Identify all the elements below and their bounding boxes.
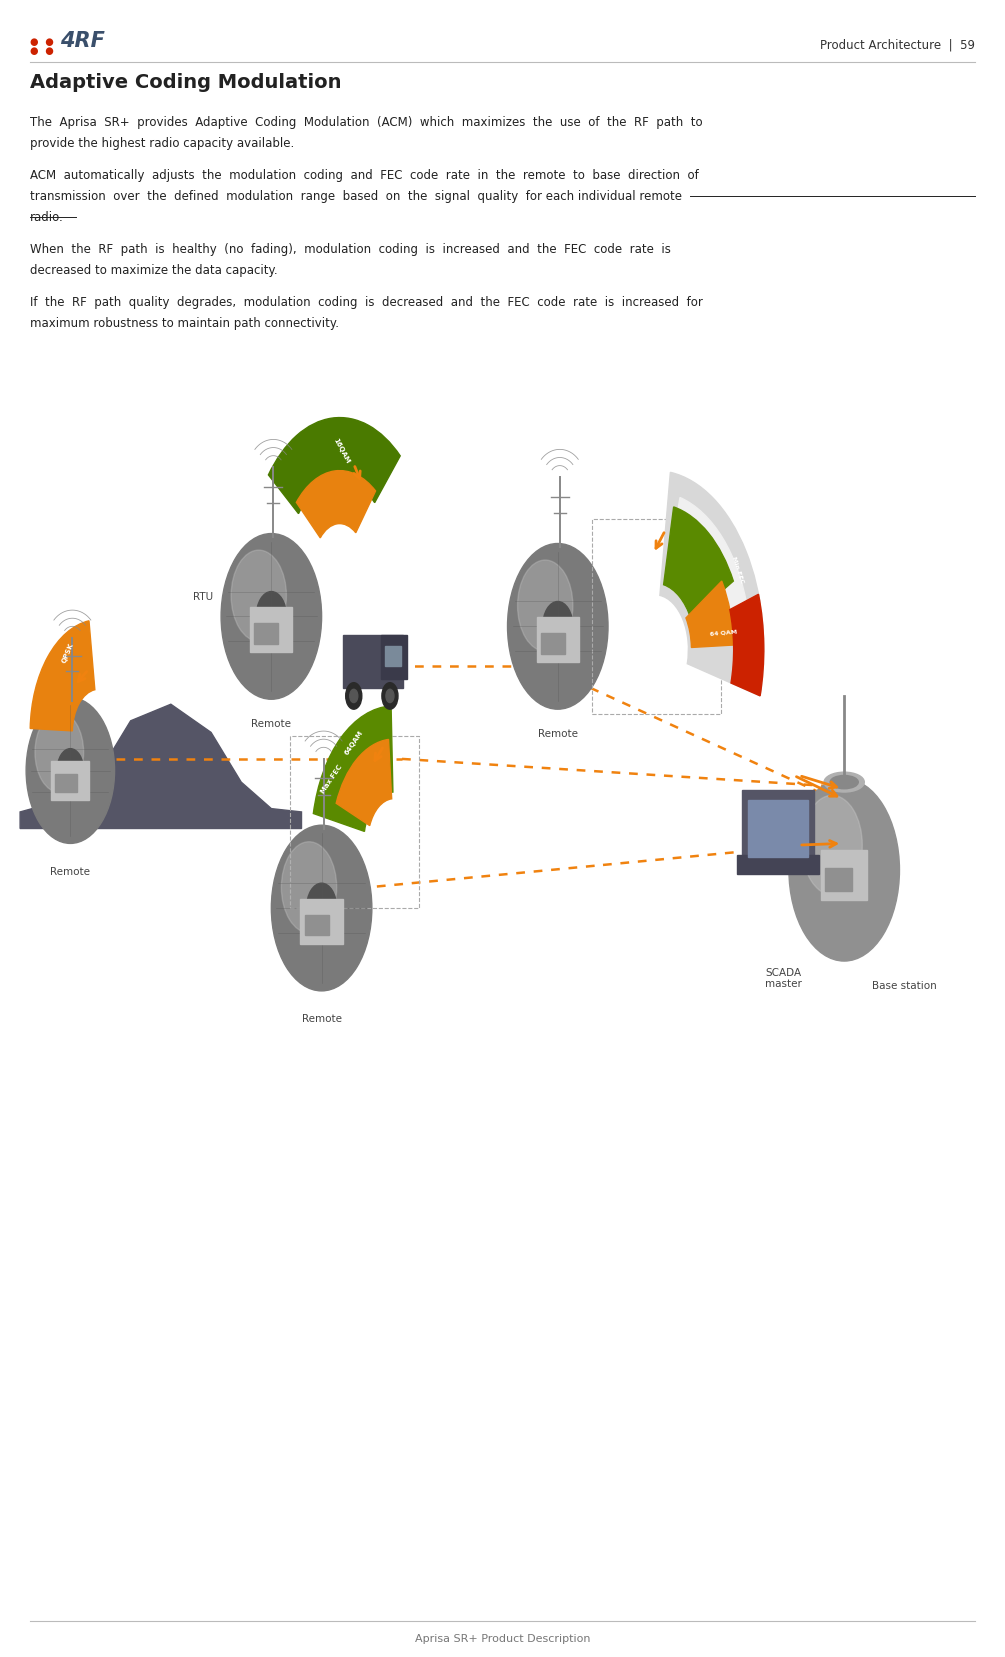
Circle shape (256, 592, 286, 641)
Wedge shape (337, 739, 392, 825)
Circle shape (350, 689, 358, 703)
Text: The  Aprisa  SR+  provides  Adaptive  Coding  Modulation  (ACM)  which  maximize: The Aprisa SR+ provides Adaptive Coding … (30, 116, 702, 129)
Wedge shape (660, 472, 764, 696)
FancyBboxPatch shape (748, 800, 808, 857)
Wedge shape (296, 471, 376, 539)
FancyBboxPatch shape (385, 646, 401, 666)
FancyBboxPatch shape (250, 608, 292, 653)
Text: Min FEC: Min FEC (731, 555, 745, 585)
FancyBboxPatch shape (825, 868, 851, 891)
Text: QPSK: QPSK (61, 641, 75, 664)
Text: 64 QAM: 64 QAM (710, 630, 738, 636)
Text: Aprisa SR+ Product Description: Aprisa SR+ Product Description (415, 1634, 590, 1644)
Text: transmission  over  the  defined  modulation  range  based  on  the  signal  qua: transmission over the defined modulation… (30, 191, 682, 204)
Wedge shape (730, 595, 764, 696)
Circle shape (382, 683, 398, 709)
Circle shape (518, 560, 573, 651)
FancyBboxPatch shape (821, 850, 867, 900)
Circle shape (508, 543, 608, 709)
Circle shape (26, 698, 115, 843)
Circle shape (231, 550, 286, 641)
Ellipse shape (824, 772, 864, 792)
Text: Remote: Remote (302, 1014, 342, 1024)
Circle shape (802, 795, 862, 895)
Circle shape (307, 883, 337, 933)
Text: Remote: Remote (538, 729, 578, 739)
Wedge shape (665, 497, 748, 633)
Text: If  the  RF  path  quality  degrades,  modulation  coding  is  decreased  and  t: If the RF path quality degrades, modulat… (30, 297, 703, 310)
Text: RTU: RTU (193, 592, 213, 601)
Circle shape (221, 534, 322, 699)
FancyBboxPatch shape (300, 900, 343, 944)
Text: Product Architecture  |  59: Product Architecture | 59 (820, 38, 975, 51)
Circle shape (789, 779, 899, 961)
Circle shape (35, 713, 83, 792)
Text: 4RF: 4RF (60, 30, 106, 51)
Wedge shape (314, 706, 393, 832)
Circle shape (281, 842, 337, 933)
Text: provide the highest radio capacity available.: provide the highest radio capacity avail… (30, 138, 294, 151)
FancyBboxPatch shape (51, 761, 89, 800)
FancyBboxPatch shape (737, 855, 819, 873)
Text: Adaptive Coding Modulation: Adaptive Coding Modulation (30, 73, 342, 91)
Text: 64QAM: 64QAM (344, 729, 364, 756)
FancyBboxPatch shape (305, 915, 329, 935)
FancyBboxPatch shape (343, 635, 403, 688)
Text: Base station: Base station (872, 981, 937, 991)
Text: When  the  RF  path  is  healthy  (no  fading),  modulation  coding  is  increas: When the RF path is healthy (no fading),… (30, 244, 671, 257)
Ellipse shape (830, 775, 858, 789)
FancyBboxPatch shape (381, 635, 407, 679)
Polygon shape (20, 704, 302, 828)
Circle shape (346, 683, 362, 709)
Text: Max FEC: Max FEC (320, 764, 344, 794)
Text: Remote: Remote (251, 719, 291, 729)
Text: maximum robustness to maintain path connectivity.: maximum robustness to maintain path conn… (30, 318, 339, 330)
Text: decreased to maximize the data capacity.: decreased to maximize the data capacity. (30, 265, 277, 277)
Text: radio.: radio. (30, 212, 64, 224)
Wedge shape (30, 621, 94, 731)
FancyBboxPatch shape (55, 774, 77, 792)
Wedge shape (686, 582, 734, 648)
Circle shape (543, 601, 573, 651)
Text: SCADA
master: SCADA master (766, 968, 802, 989)
FancyBboxPatch shape (254, 623, 278, 643)
Text: ACM  automatically  adjusts  the  modulation  coding  and  FEC  code  rate  in  : ACM automatically adjusts the modulation… (30, 169, 698, 182)
Circle shape (57, 749, 83, 792)
Text: ●  ●: ● ● (30, 38, 54, 48)
FancyBboxPatch shape (537, 618, 579, 663)
Circle shape (386, 689, 394, 703)
Wedge shape (268, 418, 400, 514)
Text: 16QAM: 16QAM (333, 437, 351, 464)
FancyBboxPatch shape (742, 790, 814, 867)
Wedge shape (663, 507, 734, 618)
Circle shape (271, 825, 372, 991)
Text: ●  ●: ● ● (30, 46, 54, 56)
FancyBboxPatch shape (541, 633, 565, 653)
Text: Remote: Remote (50, 867, 90, 877)
